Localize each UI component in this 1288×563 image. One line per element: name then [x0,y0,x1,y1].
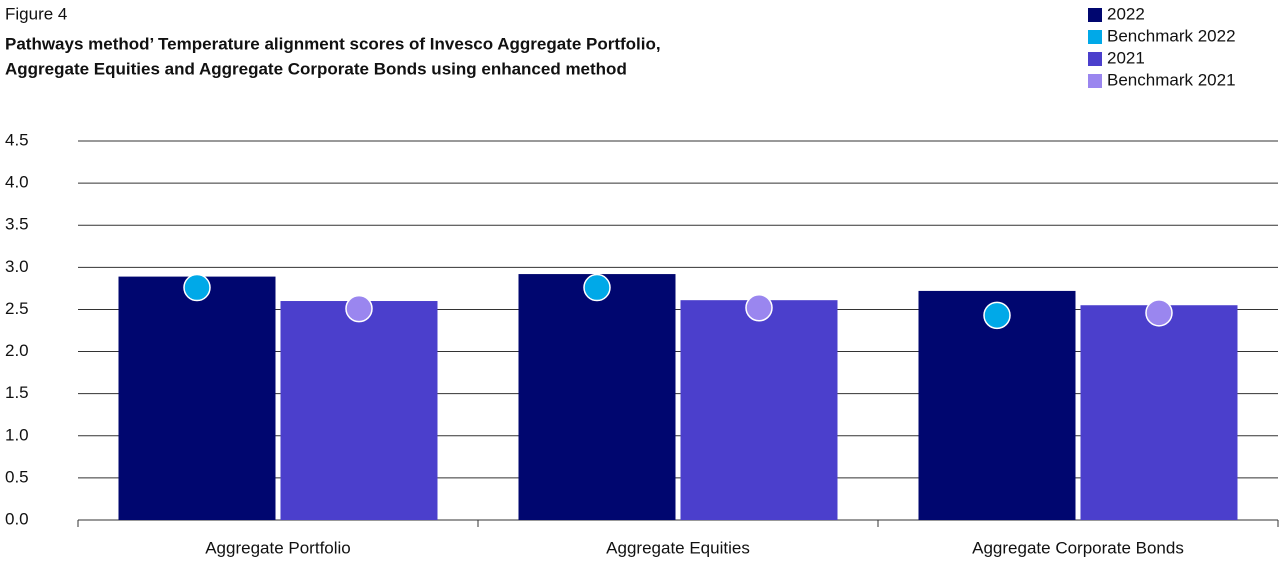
benchmark-dot [983,301,1011,330]
legend-label: 2022 [1107,4,1145,23]
y-tick-label: 1.0 [5,425,29,444]
legend-swatch [1088,52,1102,66]
benchmark-dot [583,273,611,302]
y-tick-label: 2.5 [5,299,29,318]
chart-title: Pathways method’ Temperature alignment s… [5,34,661,53]
bar [280,301,438,520]
bar [1080,305,1238,520]
benchmark-dot [345,294,373,323]
y-tick-label: 3.5 [5,215,29,234]
bar [918,290,1076,520]
bar [680,300,838,520]
legend-label: 2021 [1107,48,1145,67]
y-tick-label: 0.5 [5,467,29,486]
bar [118,276,276,520]
chart-title: Aggregate Equities and Aggregate Corpora… [5,59,627,78]
y-tick-label: 1.5 [5,383,29,402]
figure-label: Figure 4 [5,4,67,23]
bar [518,274,676,520]
x-tick-label: Aggregate Corporate Bonds [972,538,1184,557]
x-tick-label: Aggregate Equities [606,538,750,557]
legend-swatch [1088,8,1102,22]
legend-label: Benchmark 2021 [1107,70,1236,89]
legend-swatch [1088,30,1102,44]
y-tick-label: 3.0 [5,257,29,276]
benchmark-dot [1145,299,1173,327]
x-tick-label: Aggregate Portfolio [205,538,351,557]
y-tick-label: 4.5 [5,130,29,149]
benchmark-dot [745,294,773,322]
benchmark-dot [183,273,211,302]
y-tick-label: 0.0 [5,509,29,528]
legend-swatch [1088,74,1102,88]
legend-label: Benchmark 2022 [1107,26,1236,45]
y-tick-label: 2.0 [5,341,29,360]
y-tick-label: 4.0 [5,173,29,192]
